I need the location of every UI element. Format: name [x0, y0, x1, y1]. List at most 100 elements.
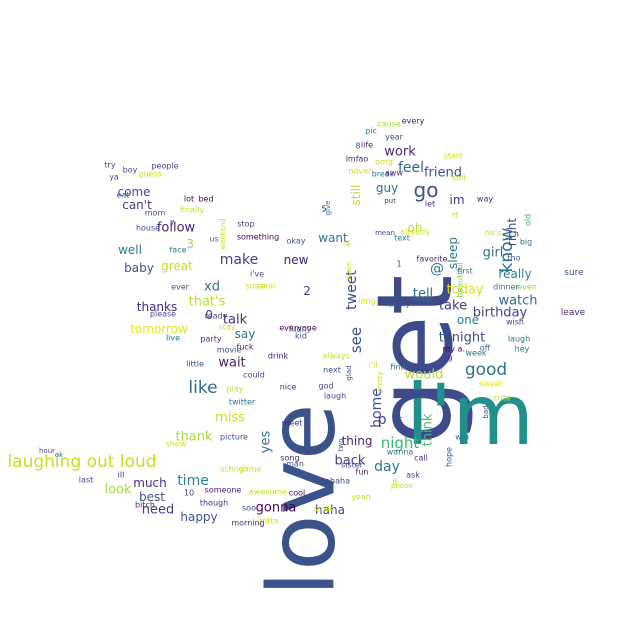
- word-cloud-word: mom: [145, 209, 166, 218]
- word-cloud-word: gonna: [256, 501, 297, 516]
- word-cloud-word: god: [318, 382, 333, 391]
- word-cloud-word: think: [421, 413, 436, 446]
- word-cloud-word: aww: [385, 169, 403, 178]
- word-cloud-word: stay: [219, 323, 236, 332]
- word-cloud-word: i've: [250, 270, 264, 279]
- word-cloud-word: could: [243, 371, 265, 380]
- word-cloud-word: yeah: [351, 493, 371, 502]
- word-cloud-word: smile: [313, 505, 334, 514]
- word-cloud-word: long: [358, 297, 375, 306]
- word-cloud-word: man: [286, 460, 304, 469]
- word-cloud-word: laugh: [508, 335, 530, 344]
- word-cloud-word: funny: [289, 325, 312, 334]
- word-cloud-word: like: [188, 378, 217, 398]
- word-cloud-word: though: [200, 499, 228, 508]
- word-cloud-word: win: [455, 433, 469, 442]
- word-cloud-word: leave: [561, 308, 586, 318]
- word-cloud-word: old: [524, 214, 533, 226]
- word-cloud-word: thing: [342, 434, 373, 448]
- word-cloud-word: favorite: [417, 255, 448, 264]
- word-cloud-word: party: [200, 335, 221, 344]
- word-cloud-word: ok: [55, 451, 64, 459]
- word-cloud-word: 9: [447, 355, 452, 364]
- word-cloud-word: house: [136, 224, 160, 233]
- word-cloud-word: ill: [118, 471, 125, 480]
- word-cloud-word: something: [237, 233, 279, 242]
- word-cloud-word: glad: [345, 365, 353, 380]
- word-cloud-word: cool: [289, 489, 305, 498]
- word-cloud-word: laugh: [324, 392, 346, 401]
- word-cloud-word: movie: [217, 346, 242, 355]
- word-cloud-word: never: [349, 167, 373, 176]
- word-cloud-word: n: [396, 417, 404, 421]
- word-cloud-word: awesome: [249, 488, 287, 497]
- word-cloud-word: yes: [259, 431, 274, 454]
- word-cloud-word: keep: [412, 295, 431, 304]
- word-cloud-word: baby: [124, 261, 154, 275]
- word-cloud-word: cute: [493, 394, 511, 403]
- word-cloud-word: every: [402, 117, 425, 126]
- word-cloud-word: ready: [205, 312, 228, 321]
- word-cloud-word: meet: [282, 419, 303, 428]
- word-cloud-word: okay: [286, 237, 305, 246]
- word-cloud-word: tho: [507, 254, 520, 263]
- word-cloud-word: life: [361, 141, 373, 150]
- word-cloud-word: guy: [376, 181, 398, 195]
- word-cloud-word: eat: [117, 191, 130, 200]
- word-cloud-word: miss: [215, 411, 245, 426]
- word-cloud-word: let: [425, 200, 435, 209]
- word-cloud-word: day: [374, 459, 400, 475]
- word-cloud-word: 8: [355, 142, 360, 151]
- word-cloud-word: last: [79, 476, 93, 485]
- word-cloud-word: week: [465, 349, 486, 358]
- word-cloud-word: 3: [186, 237, 194, 251]
- word-cloud-word: face: [169, 246, 186, 255]
- word-cloud-word: bed: [198, 195, 213, 204]
- word-cloud-word: pic: [365, 127, 377, 136]
- word-cloud-word: cause: [377, 120, 401, 129]
- word-cloud-word: nice: [280, 383, 297, 392]
- word-cloud-word: sweet: [479, 380, 503, 389]
- word-cloud-word: hahaha: [320, 477, 350, 486]
- word-cloud-word: ever: [171, 283, 190, 292]
- word-cloud-word: see: [347, 327, 365, 353]
- word-cloud-word: next: [323, 366, 341, 375]
- word-cloud-word: guess: [138, 170, 161, 179]
- word-cloud-word: soon: [256, 282, 275, 291]
- word-cloud-word: 10: [184, 489, 194, 498]
- word-cloud-word: call: [414, 454, 428, 463]
- word-cloud-word: sure: [564, 268, 584, 278]
- word-cloud-word: give: [324, 201, 332, 216]
- word-cloud-word: hey: [515, 345, 530, 354]
- word-cloud-word: mean: [375, 229, 395, 237]
- word-cloud-word: go: [414, 178, 439, 202]
- word-cloud-word: xd: [204, 280, 220, 295]
- word-cloud-word: my a..: [442, 345, 467, 354]
- word-cloud-word: tonight: [439, 331, 486, 346]
- word-cloud-word: bad: [482, 405, 490, 418]
- word-cloud-word: always: [322, 352, 349, 361]
- word-cloud-word: bitch: [135, 501, 155, 510]
- word-cloud-word: drink: [268, 352, 289, 361]
- word-cloud-word: twitter: [229, 398, 256, 407]
- word-cloud-word: boy: [123, 166, 138, 175]
- word-cloud-word: lot: [184, 195, 194, 204]
- word-cloud-word: try: [104, 161, 115, 170]
- word-cloud-word: stop: [237, 220, 254, 229]
- word-cloud-word: please: [150, 310, 176, 319]
- word-cloud-word: two: [337, 439, 345, 452]
- word-cloud-word: ask: [406, 471, 420, 480]
- word-cloud-word: good: [465, 360, 507, 380]
- word-cloud-word: ya: [109, 173, 119, 182]
- word-cloud-word: start: [444, 152, 463, 161]
- word-cloud-word: well: [118, 243, 142, 257]
- word-cloud-word: rt: [452, 211, 458, 220]
- word-cloud-word: laughing out loud: [7, 452, 156, 472]
- word-cloud-word: omg: [375, 158, 393, 167]
- word-cloud-word: i'll: [369, 361, 378, 370]
- word-cloud-word: one: [457, 313, 479, 327]
- word-cloud-word: game: [239, 465, 262, 474]
- word-cloud-word: 1: [396, 260, 401, 269]
- word-cloud-word: make: [220, 252, 258, 268]
- word-cloud-word: home: [369, 388, 385, 428]
